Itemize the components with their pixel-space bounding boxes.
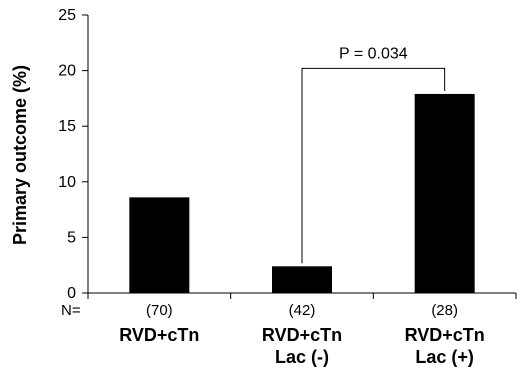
significance-bracket: [301, 67, 446, 264]
n-prefix-label: N=: [61, 302, 81, 319]
x-category-label: RVD+cTn: [119, 325, 199, 345]
y-tick-label: 0: [67, 285, 76, 302]
y-tick-label: 5: [67, 229, 76, 246]
y-axis-title: Primary outcome (%): [10, 65, 30, 245]
y-tick-label: 10: [58, 174, 76, 191]
significance-annotation: P = 0.034: [301, 45, 446, 264]
x-category-label: RVD+cTn: [262, 325, 342, 345]
y-tick-label: 25: [58, 7, 76, 24]
x-category-label: Lac (+): [415, 347, 474, 367]
x-category-label: Lac (-): [275, 347, 329, 367]
bar: [129, 197, 190, 293]
n-label: (28): [431, 302, 458, 319]
p-value-label: P = 0.034: [339, 45, 408, 62]
bars: [129, 93, 475, 294]
n-label: (70): [146, 302, 173, 319]
y-axis: 0 5 10 15 20 25: [58, 7, 89, 302]
y-tick-label: 15: [58, 118, 76, 135]
n-label: (42): [289, 302, 316, 319]
bar: [414, 93, 475, 294]
bar: [272, 266, 332, 293]
y-tick-label: 20: [58, 63, 76, 80]
x-category-label: RVD+cTn: [405, 325, 485, 345]
